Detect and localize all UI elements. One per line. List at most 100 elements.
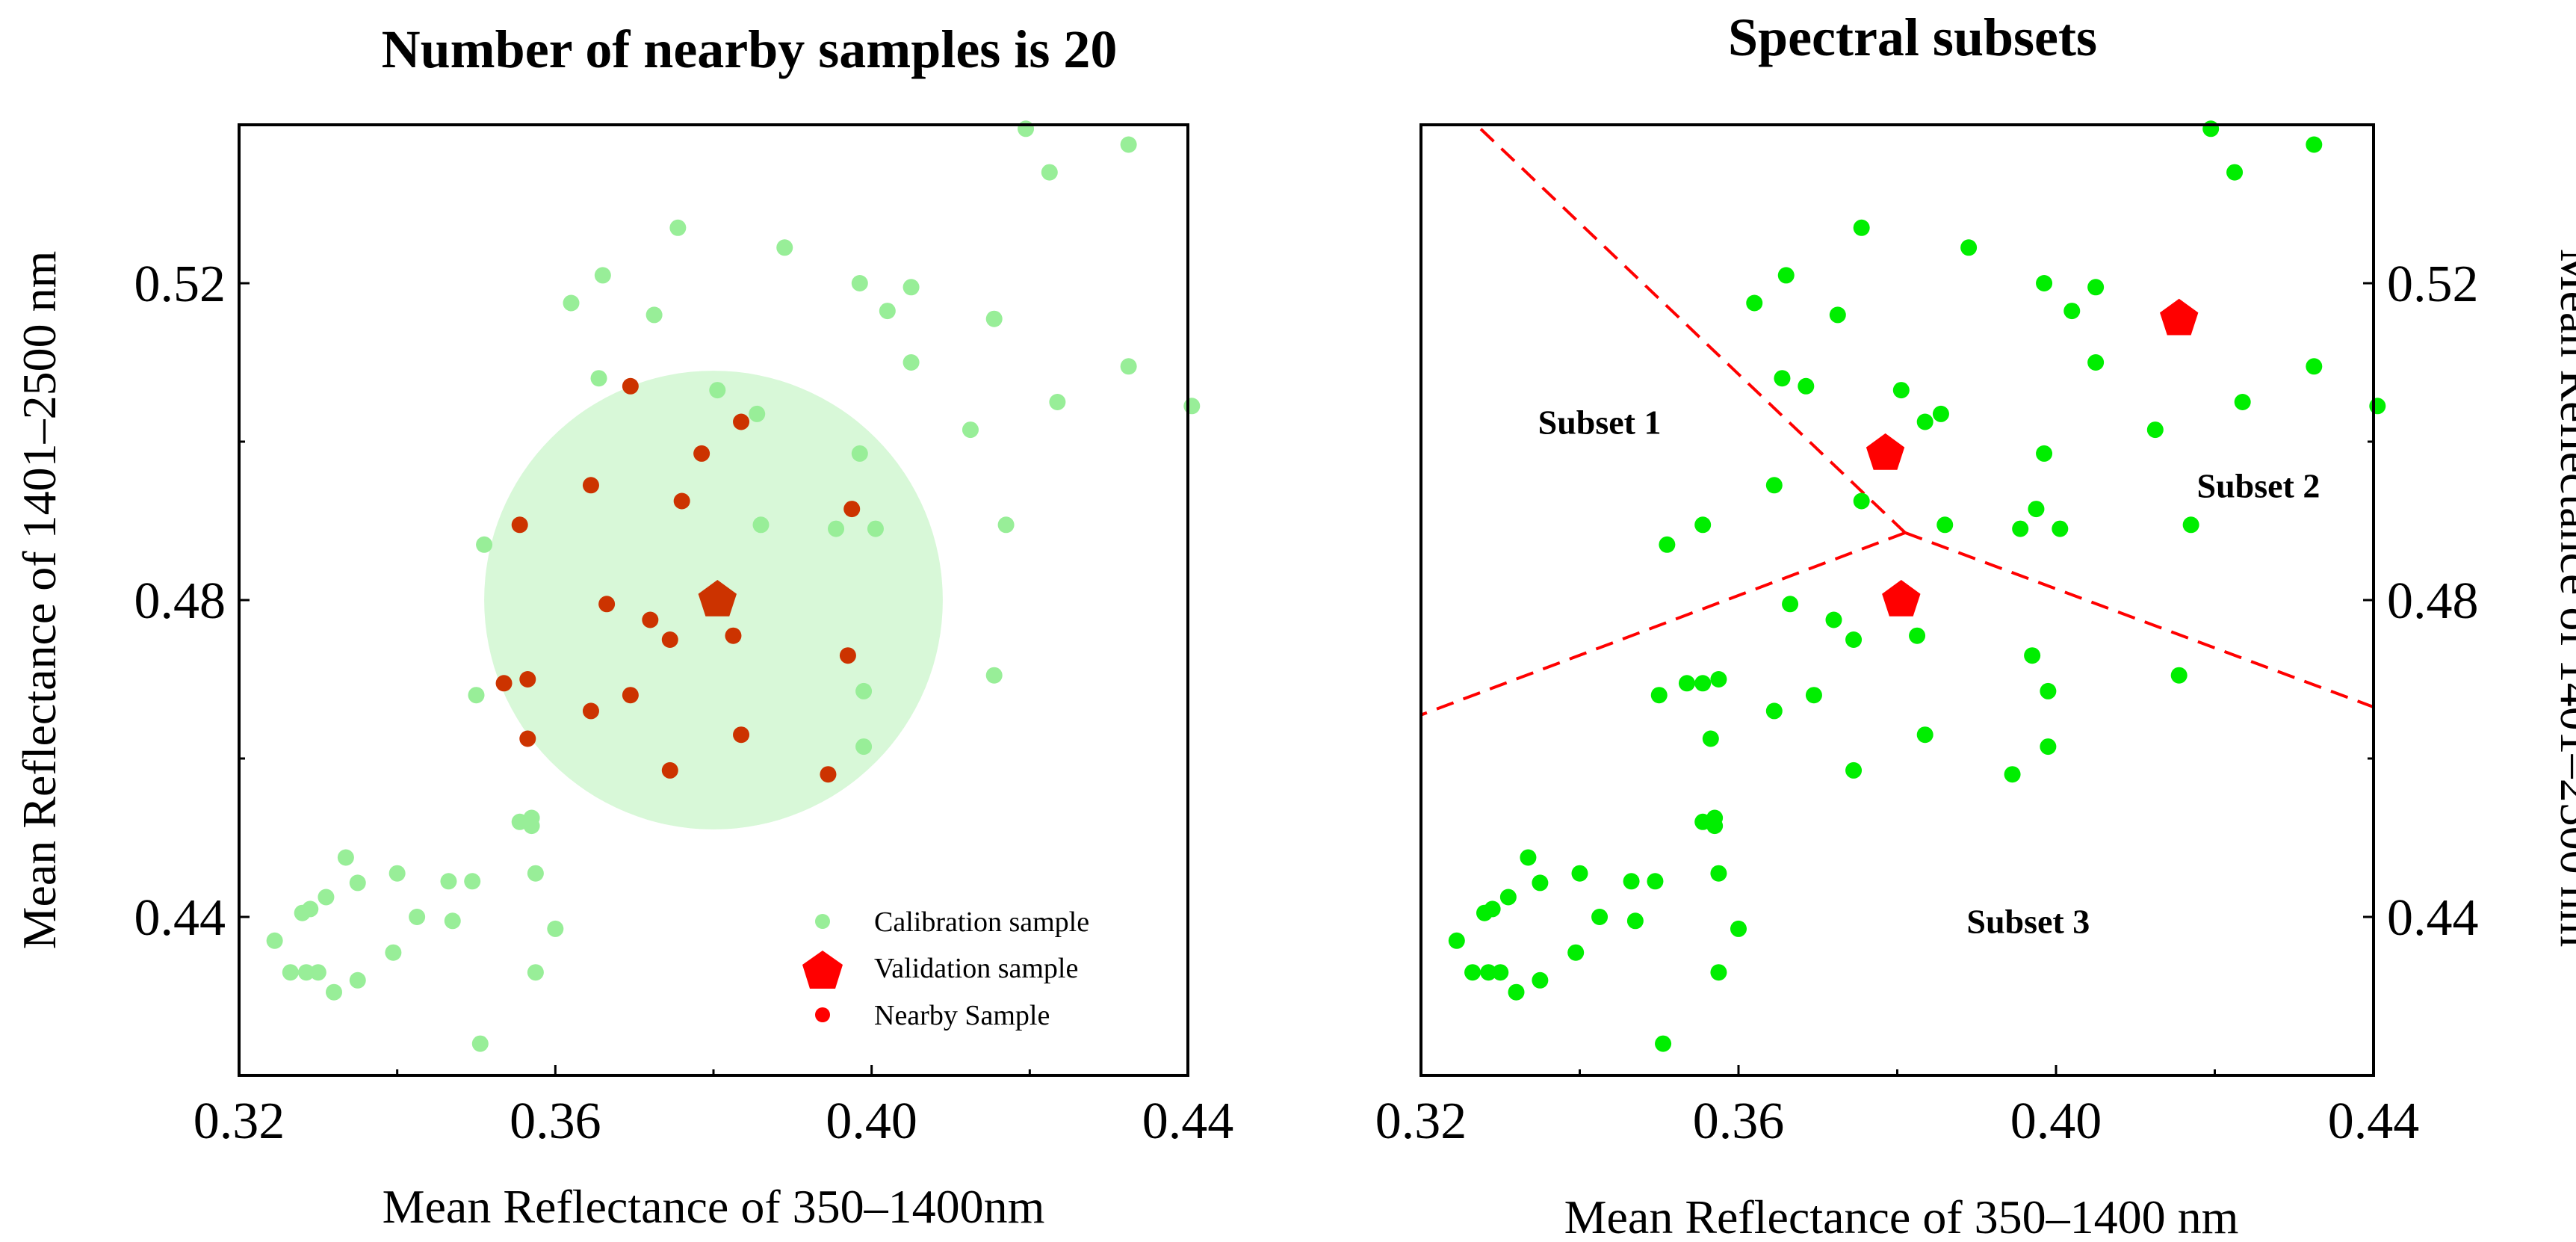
nearby-point: [673, 492, 690, 510]
nearby-point: [693, 445, 710, 462]
calibration-point: [2063, 303, 2081, 320]
calibration-point: [985, 667, 1003, 684]
calibration-point: [1936, 516, 1954, 534]
calibration-point: [1694, 675, 1712, 692]
validation-point: [2160, 298, 2199, 336]
y-tick-label: 0.44: [134, 889, 226, 947]
calibration-point: [1782, 596, 1799, 613]
calibration-point: [879, 303, 896, 320]
calibration-point: [349, 971, 366, 989]
calibration-point: [326, 983, 342, 1001]
x-tick-label: 0.40: [2010, 1093, 2102, 1150]
y-axis-label: Mean Reflectance of 1401–2500 nm: [2551, 249, 2576, 948]
calibration-point: [1480, 964, 1497, 981]
calibration-point: [997, 516, 1015, 534]
calibration-point: [1825, 611, 1842, 628]
nearby-point: [622, 687, 639, 704]
nearby-point: [519, 730, 536, 747]
nearby-point: [519, 671, 536, 688]
calibration-point: [1041, 164, 1058, 181]
calibration-point: [1571, 865, 1588, 882]
calibration-point: [1476, 904, 1493, 921]
nearby-point: [582, 477, 599, 494]
calibration-point: [1508, 983, 1525, 1001]
calibration-point: [2024, 647, 2041, 664]
calibration-point: [294, 904, 311, 921]
calibration-point: [1655, 1035, 1672, 1052]
calibration-point: [2087, 354, 2105, 371]
legend: Calibration sample Validation sample Nea…: [802, 906, 1089, 1031]
calibration-point: [2146, 421, 2164, 439]
nearby-point: [661, 761, 678, 779]
calibration-point: [1678, 675, 1695, 692]
x-tick-label: 0.40: [826, 1093, 917, 1150]
calibration-point: [1018, 120, 1035, 138]
calibration-point: [1183, 398, 1201, 415]
nearby-point: [642, 611, 659, 628]
calibration-point: [523, 818, 540, 835]
legend-entry-calibration: Calibration sample: [874, 906, 1089, 938]
calibration-point: [2306, 358, 2323, 375]
calibration-point: [266, 932, 283, 949]
calibration-point: [669, 219, 687, 236]
calibration-point: [1499, 889, 1517, 906]
calibration-point: [902, 354, 920, 371]
calibration-point: [1765, 702, 1783, 720]
calibration-point: [962, 421, 979, 439]
calibration-point: [2234, 394, 2251, 410]
nearby-point: [839, 647, 856, 664]
calibration-point: [1702, 730, 1719, 747]
calibration-point: [1120, 136, 1137, 153]
calibration-point: [409, 909, 426, 925]
calibration-point: [2028, 501, 2045, 518]
legend-entry-validation: Validation sample: [874, 953, 1078, 984]
axis-ticks: 0.32 0.36 0.40 0.44 0.44 0.48 0.52: [1375, 123, 2479, 1150]
calibration-point: [1710, 964, 1727, 981]
calibration-point: [1710, 671, 1727, 688]
calibration-point: [1650, 687, 1668, 704]
legend-marker-calibration: [815, 914, 830, 929]
calibration-point: [547, 920, 564, 937]
calibration-point: [563, 294, 580, 312]
calibration-point: [440, 873, 457, 890]
calibration-point: [1960, 239, 1978, 256]
calibration-point: [1694, 516, 1712, 534]
x-axis-label: Mean Reflectance of 350–1400nm: [383, 1180, 1045, 1233]
calibration-point: [1659, 536, 1676, 553]
calibration-point: [1567, 944, 1585, 961]
chart-nearby-samples: Number of nearby samples is 20 0.32 0.36 0…: [13, 19, 1233, 1233]
calibration-point: [2182, 516, 2199, 534]
subset-divider-line: [1479, 127, 1907, 534]
calibration-point: [2036, 445, 2053, 462]
calibration-point: [1916, 726, 1933, 744]
subset-label: Subset 2: [2196, 466, 2320, 504]
calibration-point: [471, 1035, 489, 1052]
calibration-point: [2036, 275, 2053, 291]
calibration-point: [476, 536, 493, 553]
calibration-point: [1492, 964, 1509, 981]
calibration-point: [464, 873, 481, 890]
nearby-point: [622, 377, 639, 395]
nearby-point: [843, 501, 861, 518]
y-tick-label: 0.48: [134, 572, 226, 630]
calibration-point: [851, 445, 868, 462]
calibration-point: [594, 267, 611, 284]
calibration-point: [855, 738, 873, 756]
calibration-point: [1892, 382, 1910, 399]
x-tick-label: 0.32: [193, 1093, 285, 1150]
calibration-point: [1916, 413, 1933, 430]
calibration-point: [527, 964, 544, 981]
validation-point: [1882, 580, 1921, 617]
calibration-point: [902, 279, 920, 296]
y-tick-label: 0.52: [2387, 256, 2479, 313]
axis-ticks: 0.32 0.36 0.40 0.44 0.44 0.48 0.52: [134, 123, 1233, 1150]
calibration-point: [282, 964, 299, 981]
calibration-point: [1777, 267, 1795, 284]
legend-entry-nearby: Nearby Sample: [874, 1000, 1050, 1031]
calibration-point: [1710, 865, 1727, 882]
calibration-point: [1909, 627, 1926, 644]
calibration-point: [337, 849, 354, 866]
calibration-point: [1464, 964, 1481, 981]
x-tick-label: 0.36: [510, 1093, 601, 1150]
calibration-point: [1120, 358, 1137, 375]
